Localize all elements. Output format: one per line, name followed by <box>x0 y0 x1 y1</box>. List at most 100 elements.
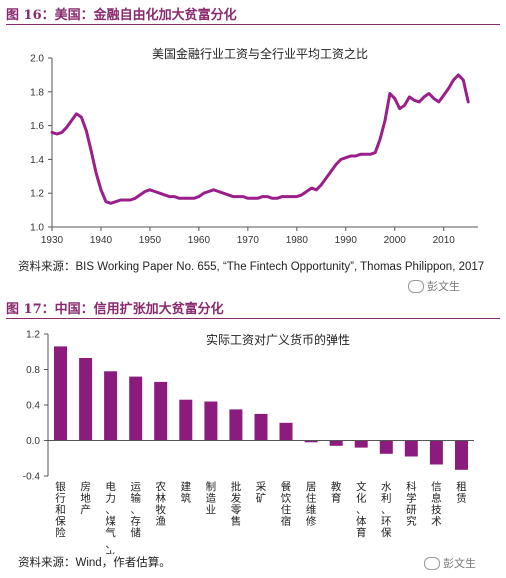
series-line <box>50 73 470 205</box>
category-label-char: 文 <box>356 480 367 493</box>
category-label-char: 科 <box>406 480 417 493</box>
bar <box>429 440 443 465</box>
x-tick-label: 2010 <box>433 235 456 246</box>
category-label-char: 业 <box>206 504 217 516</box>
category-label-char: 技 <box>431 503 442 516</box>
category-label-char: 学 <box>406 492 417 505</box>
figure-17-title: 图 17：中国：信用扩张加大贫富分化 <box>6 302 224 317</box>
category-label-char: 水 <box>381 481 392 493</box>
category-label-char: 育 <box>331 492 342 505</box>
category-label-char: 、 <box>130 504 141 516</box>
chart-title: 实际工资对广义货币的弹性 <box>206 332 350 347</box>
y-tick-label: 1.2 <box>26 330 40 341</box>
category-label-char: 存 <box>130 515 141 528</box>
figure-16-title-rule <box>6 24 500 25</box>
category-label-char: 宿 <box>281 515 292 528</box>
category-label-char: 零 <box>231 504 242 516</box>
category-label-char: 渔 <box>156 516 167 528</box>
y-tick-label: 2.0 <box>30 54 44 65</box>
category-label-char: 居 <box>306 481 317 493</box>
wechat-icon <box>424 556 440 570</box>
x-tick-label: 1940 <box>90 235 113 246</box>
category-label-char: 农 <box>156 480 167 493</box>
y-tick-label: 1.2 <box>30 189 44 200</box>
category-label-char: 房 <box>80 480 91 493</box>
bar <box>229 409 243 441</box>
category-label-char: 煤 <box>105 515 116 528</box>
category-label-char: 建 <box>181 480 192 493</box>
category-label-char: 租 <box>456 480 467 493</box>
y-tick-label: 1.6 <box>30 121 44 132</box>
category-label-char: 餐 <box>281 480 292 493</box>
category-label-char: 住 <box>306 492 317 505</box>
x-tick-label: 1990 <box>335 235 358 246</box>
bar <box>154 381 168 441</box>
y-tick-label: 1.0 <box>30 223 44 234</box>
category-label-char: 险 <box>55 526 66 539</box>
bar <box>179 399 193 441</box>
category-label-char: 林 <box>156 492 167 505</box>
category-label-char: 电 <box>105 480 116 493</box>
category-label-char: 息 <box>431 492 442 505</box>
bar <box>329 440 343 446</box>
figure-16-title: 图 16：美国：金融自由化加大贫富分化 <box>6 8 237 23</box>
category-label-char: 发 <box>231 492 242 505</box>
category-label-char: 究 <box>406 515 417 528</box>
watermark: 彭文生 <box>408 278 460 294</box>
watermark: 彭文生 <box>424 555 476 571</box>
bar <box>354 440 368 448</box>
category-label-char: 维 <box>306 503 317 516</box>
category-label-char: 研 <box>406 504 417 516</box>
category-label-char: 保 <box>381 526 392 539</box>
category-label-char: 修 <box>306 515 317 528</box>
category-label-char: 体 <box>356 516 367 528</box>
category-label-char: 地 <box>80 492 91 505</box>
watermark-text: 彭文生 <box>443 557 476 570</box>
category-label-char: 教 <box>331 480 342 493</box>
category-label-char: 、 <box>356 504 367 516</box>
figure-17-source: 资料来源：Wind，作者估算。 <box>18 557 171 569</box>
category-label-char: 、 <box>105 504 116 516</box>
watermark-text: 彭文生 <box>427 280 460 293</box>
x-tick-label: 1960 <box>188 235 211 246</box>
y-tick-label: 1.8 <box>30 87 44 98</box>
bar <box>129 376 143 441</box>
y-tick-label: 0.4 <box>26 401 40 412</box>
category-label-char: 力 <box>105 492 116 505</box>
category-label-char: 水 <box>105 550 116 554</box>
bar <box>204 401 218 441</box>
bar <box>54 346 67 441</box>
category-label-char: 利 <box>381 493 392 505</box>
figure-17-title-rule <box>6 318 500 319</box>
category-label-char: 运 <box>130 481 141 493</box>
category-label-char: 、 <box>105 539 116 551</box>
category-label-char: 制 <box>206 480 217 493</box>
bar <box>104 371 118 441</box>
bar <box>79 358 93 441</box>
category-label-char: 化 <box>356 492 367 505</box>
category-label-char: 采 <box>256 481 267 493</box>
x-tick-label: 1980 <box>286 235 309 246</box>
category-label-char: 术 <box>431 516 442 528</box>
bar <box>254 413 268 441</box>
x-tick-label: 2000 <box>384 235 407 246</box>
y-tick-label: 0.8 <box>26 365 40 376</box>
category-label-char: 输 <box>130 492 141 505</box>
category-label-char: 气 <box>105 526 116 539</box>
category-label-char: 赁 <box>456 492 467 505</box>
bar <box>404 440 418 457</box>
category-label-char: 批 <box>231 480 242 493</box>
category-label-char: 饮 <box>281 492 292 505</box>
category-label-char: 造 <box>206 492 217 505</box>
y-tick-label: 0.0 <box>26 436 40 447</box>
category-label-char: 和 <box>55 504 66 516</box>
x-tick-label: 1950 <box>139 235 162 246</box>
bar <box>455 440 468 470</box>
category-label-char: 产 <box>80 503 91 516</box>
category-label-char: 住 <box>281 503 292 516</box>
chart-title: 美国金融行业工资与全行业平均工资之比 <box>152 46 368 61</box>
category-label-char: 保 <box>55 515 66 528</box>
category-label-char: 牧 <box>156 503 167 516</box>
x-tick-label: 1970 <box>237 235 260 246</box>
category-label-char: 筑 <box>181 492 192 505</box>
